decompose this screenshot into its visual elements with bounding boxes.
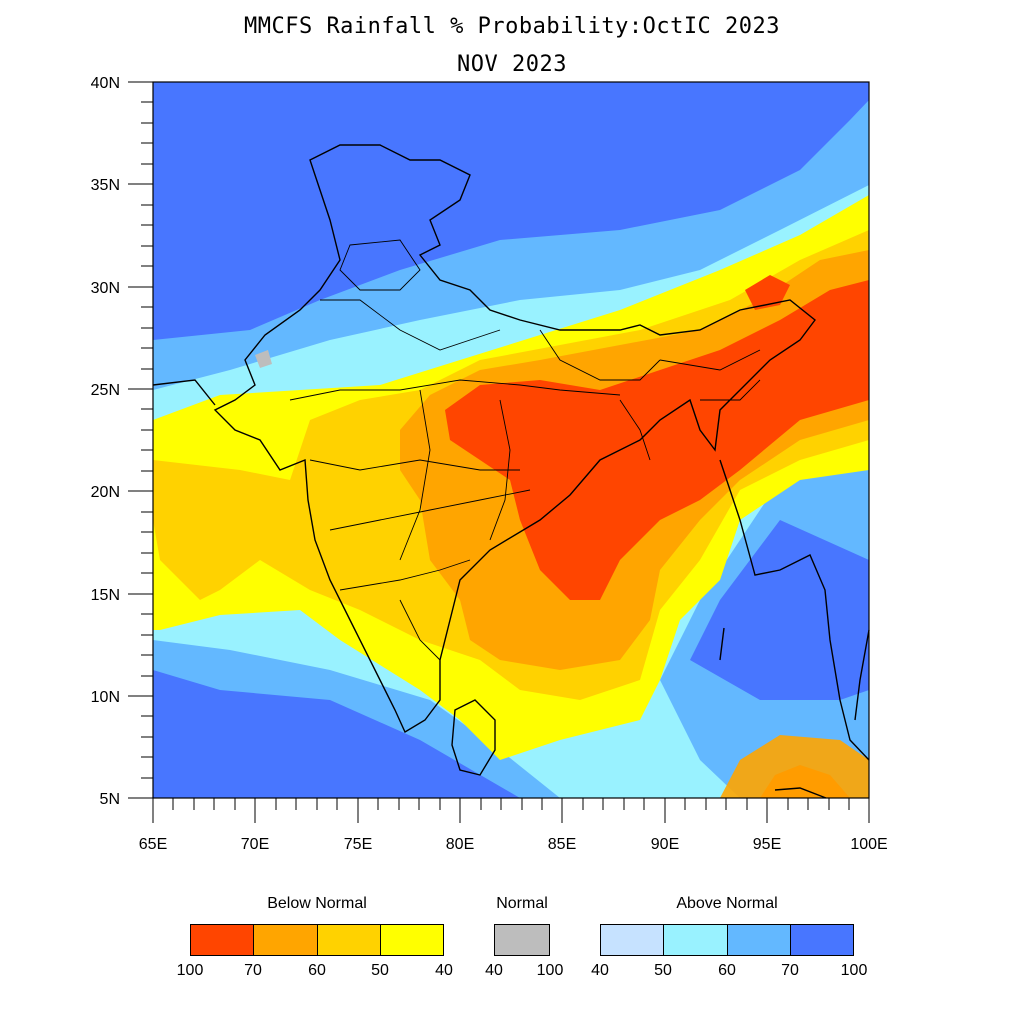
x-tick-label: 75E — [344, 836, 372, 853]
legend-above-normal-bins: 40 50 60 70 100 — [591, 962, 867, 982]
x-tick-label: 85E — [548, 836, 576, 853]
legend-swatch — [664, 925, 728, 955]
x-tick-label: 80E — [446, 836, 474, 853]
plot-frame — [152, 81, 870, 799]
legend-bin-label: 60 — [718, 962, 736, 979]
x-tick-label: 90E — [651, 836, 679, 853]
y-axis-labels: 40N 35N 30N 25N 20N 15N 10N 5N — [91, 75, 120, 808]
x-tick-label: 100E — [850, 836, 887, 853]
y-tick-label: 25N — [91, 382, 120, 399]
y-tick-label: 35N — [91, 177, 120, 194]
legend-bin-label: 100 — [536, 962, 564, 979]
legend-swatch — [790, 925, 853, 955]
legend-bin-label: 40 — [485, 962, 503, 979]
legend-bin-label: 70 — [781, 962, 799, 979]
myanmar-coast — [719, 459, 870, 761]
sri-lanka-outline — [451, 699, 496, 776]
legend-bin-label: 50 — [371, 962, 389, 979]
map-title: MMCFS Rainfall % Probability:OctIC 2023 — [243, 14, 781, 39]
map-subtitle: NOV 2023 — [457, 52, 567, 77]
andaman-islands — [719, 627, 725, 661]
legend-swatch — [191, 925, 255, 955]
legend-bin-label: 60 — [308, 962, 326, 979]
legend-normal: Normal 40 100 — [485, 894, 563, 982]
y-axis-ticks — [128, 81, 153, 799]
legend-swatch — [601, 925, 665, 955]
sumatra-coast — [774, 787, 827, 799]
malaysia-coast — [854, 629, 870, 721]
legend-swatch — [495, 925, 549, 955]
y-tick-label: 15N — [91, 587, 120, 604]
legend-above-normal-swatches — [600, 924, 854, 956]
country-boundaries — [152, 144, 870, 799]
legend-below-normal: Below Normal 100 70 60 50 40 — [177, 894, 453, 982]
legend-swatch — [254, 925, 318, 955]
legend-normal-title: Normal — [496, 895, 548, 912]
field-below-normal-high-nw — [745, 275, 790, 310]
y-tick-label: 30N — [91, 280, 120, 297]
legend-swatch — [727, 925, 791, 955]
legend-below-normal-bins: 100 70 60 50 40 — [177, 962, 453, 982]
x-tick-label: 70E — [241, 836, 269, 853]
legend-bin-label: 50 — [654, 962, 672, 979]
legend-bin-label: 100 — [840, 962, 868, 979]
legend-normal-swatches — [494, 924, 550, 956]
x-axis-ticks — [152, 798, 870, 823]
legend-above-normal-title: Above Normal — [676, 895, 778, 912]
legend-above-normal: Above Normal 40 50 60 70 100 — [591, 894, 867, 982]
legend-bin-label: 40 — [591, 962, 609, 979]
legend-below-normal-title: Below Normal — [267, 895, 367, 912]
legend-bin-label: 100 — [176, 962, 204, 979]
field-normal — [255, 350, 272, 368]
x-axis-labels: 65E 70E 75E 80E 85E 90E 95E 100E — [139, 836, 888, 853]
y-tick-label: 5N — [100, 791, 120, 808]
legend-swatch — [380, 925, 443, 955]
y-tick-label: 20N — [91, 484, 120, 501]
legend-bin-label: 40 — [435, 962, 453, 979]
state-boundaries — [289, 239, 761, 661]
field-below-normal-high — [445, 280, 869, 600]
x-tick-label: 65E — [139, 836, 167, 853]
y-tick-label: 10N — [91, 689, 120, 706]
legend-normal-bins: 40 100 — [485, 962, 563, 982]
legend-swatch — [317, 925, 381, 955]
y-tick-label: 40N — [91, 75, 120, 92]
pakistan-coast — [152, 379, 216, 406]
legend-bin-label: 70 — [244, 962, 262, 979]
legend-below-normal-swatches — [190, 924, 444, 956]
india-outline — [213, 144, 816, 734]
x-tick-label: 95E — [753, 836, 781, 853]
field-below-normal-60-70-south — [720, 735, 869, 798]
